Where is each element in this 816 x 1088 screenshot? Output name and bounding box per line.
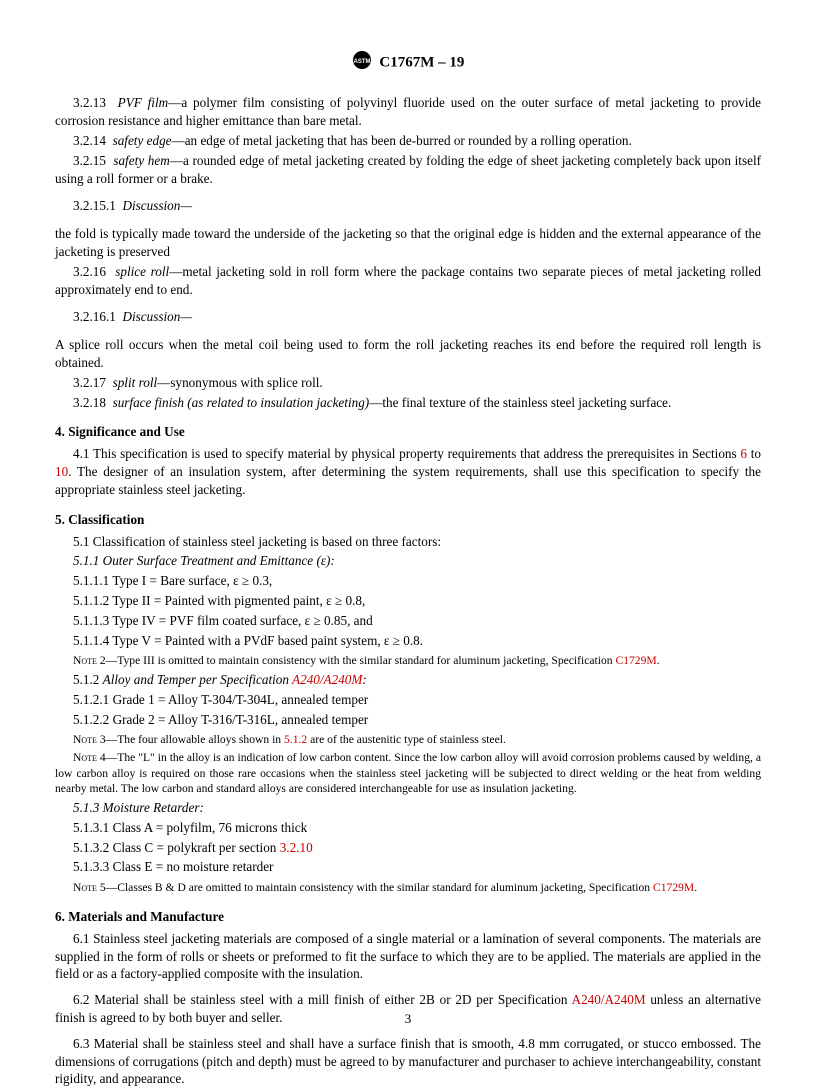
discussion-3-2-16-1-head: 3.2.16.1 Discussion— (55, 308, 761, 326)
def-3-2-13: 3.2.13 PVF film—a polymer film consistin… (55, 94, 761, 130)
astm-logo: ASTM (352, 50, 372, 76)
para-5-1-1-4: 5.1.1.4 Type V = Painted with a PVdF bas… (55, 632, 761, 650)
para-5-1-2: 5.1.2 Alloy and Temper per Specification… (55, 671, 761, 689)
link-3-2-10[interactable]: 3.2.10 (280, 840, 313, 855)
def-3-2-15: 3.2.15 safety hem—a rounded edge of meta… (55, 152, 761, 188)
note-3: Note 3—The four allowable alloys shown i… (55, 732, 761, 748)
para-5-1: 5.1 Classification of stainless steel ja… (55, 533, 761, 551)
def-3-2-18: 3.2.18 surface finish (as related to ins… (55, 394, 761, 412)
link-section-10[interactable]: 10 (55, 464, 68, 479)
para-5-1-1-3: 5.1.1.3 Type IV = PVF film coated surfac… (55, 612, 761, 630)
designation-text: C1767M – 19 (379, 55, 464, 71)
section-5-title: 5. Classification (55, 511, 761, 529)
link-c1729m-2[interactable]: C1729M (653, 881, 694, 894)
para-5-1-2-2: 5.1.2.2 Grade 2 = Alloy T-316/T-316L, an… (55, 711, 761, 729)
note-5: Note 5—Classes B & D are omitted to main… (55, 880, 761, 896)
link-5-1-2[interactable]: 5.1.2 (284, 733, 307, 746)
para-6-1: 6.1 Stainless steel jacketing materials … (55, 930, 761, 983)
discussion-3-2-15-1-head: 3.2.15.1 Discussion— (55, 197, 761, 215)
note-4: Note 4—The "L" in the alloy is an indica… (55, 750, 761, 797)
page-number: 3 (0, 1010, 816, 1028)
para-5-1-3: 5.1.3 Moisture Retarder: (55, 799, 761, 817)
para-6-3: 6.3 Material shall be stainless steel an… (55, 1035, 761, 1088)
link-a240-1[interactable]: A240/A240M (292, 672, 362, 687)
def-3-2-14: 3.2.14 safety edge—an edge of metal jack… (55, 132, 761, 150)
svg-text:ASTM: ASTM (353, 59, 370, 65)
para-4-1: 4.1 This specification is used to specif… (55, 445, 761, 498)
para-5-1-1-2: 5.1.1.2 Type II = Painted with pigmented… (55, 592, 761, 610)
link-a240-2[interactable]: A240/A240M (572, 992, 646, 1007)
discussion-3-2-15-1-body: the fold is typically made toward the un… (55, 225, 761, 261)
link-section-6[interactable]: 6 (740, 446, 747, 461)
section-4-title: 4. Significance and Use (55, 423, 761, 441)
para-5-1-3-1: 5.1.3.1 Class A = polyfilm, 76 microns t… (55, 819, 761, 837)
para-5-1-3-3: 5.1.3.3 Class E = no moisture retarder (55, 858, 761, 876)
para-5-1-3-2: 5.1.3.2 Class C = polykraft per section … (55, 839, 761, 857)
note-2: Note 2—Type III is omitted to maintain c… (55, 653, 761, 669)
para-5-1-1-1: 5.1.1.1 Type I = Bare surface, ε ≥ 0.3, (55, 572, 761, 590)
def-3-2-16: 3.2.16 splice roll—metal jacketing sold … (55, 263, 761, 299)
section-6-title: 6. Materials and Manufacture (55, 908, 761, 926)
link-c1729m-1[interactable]: C1729M (615, 654, 656, 667)
para-5-1-2-1: 5.1.2.1 Grade 1 = Alloy T-304/T-304L, an… (55, 691, 761, 709)
page-header: ASTM C1767M – 19 (55, 50, 761, 76)
para-5-1-1: 5.1.1 Outer Surface Treatment and Emitta… (55, 552, 761, 570)
discussion-3-2-16-1-body: A splice roll occurs when the metal coil… (55, 336, 761, 372)
def-3-2-17: 3.2.17 split roll—synonymous with splice… (55, 374, 761, 392)
